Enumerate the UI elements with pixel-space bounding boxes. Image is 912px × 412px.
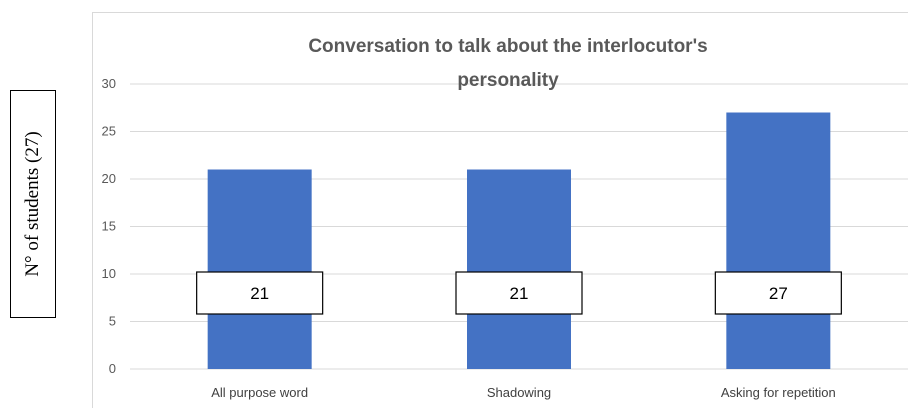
data-label-box [196,271,324,315]
data-label: 21 [510,284,529,303]
y-tick-label: 10 [102,266,116,281]
category-labels: All purpose word Shadowing Asking for repe… [211,385,836,400]
bar [207,169,312,369]
y-tick-label: 30 [102,76,116,91]
bars [207,112,831,369]
bar [726,112,831,369]
bar [467,169,571,369]
category-label: Shadowing [487,385,551,400]
y-tick-label: 5 [109,314,116,329]
chart-title-line-2: personality [457,70,559,91]
data-labels: 21 21 27 [196,271,842,315]
category-label: All purpose word [211,385,308,400]
data-label-box [455,271,583,315]
y-tick-label: 25 [102,124,116,139]
y-tick-label: 0 [109,361,116,376]
y-tick-label: 20 [102,171,116,186]
data-label: 27 [769,284,788,303]
data-label-box [714,271,842,315]
chart-title: Conversation to talk about the interlocu… [308,36,707,91]
chart-title-line-1: Conversation to talk about the interlocu… [308,36,707,57]
data-label: 21 [250,284,269,303]
y-tick-label: 15 [102,219,116,234]
y-tick-labels: 0 5 10 15 20 25 30 [102,76,116,376]
chart-area-frame [92,12,908,408]
category-label: Asking for repetition [721,385,836,400]
y-axis-label-box: N° of students (27) [10,90,56,318]
